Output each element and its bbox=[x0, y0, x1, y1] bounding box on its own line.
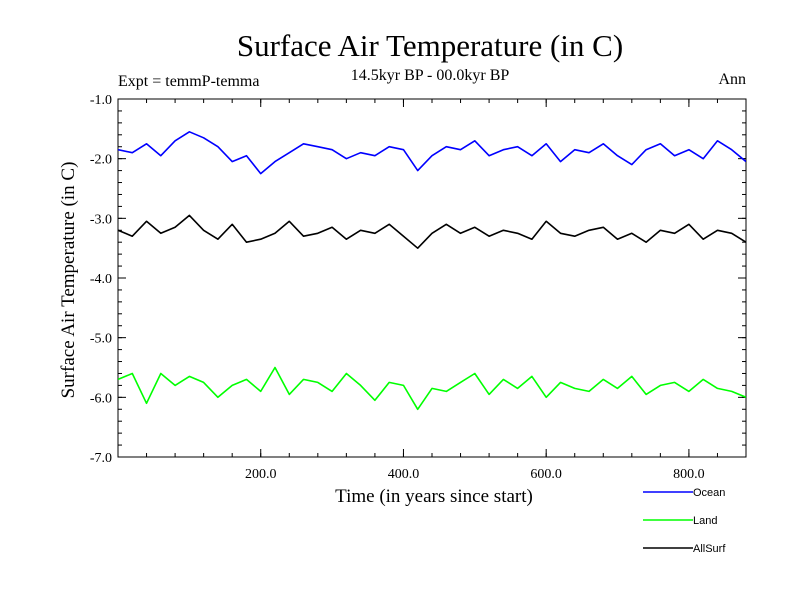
x-tick-label: 600.0 bbox=[530, 467, 562, 482]
x-axis-label: Time (in years since start) bbox=[335, 486, 533, 507]
y-tick-label: -6.0 bbox=[90, 391, 112, 406]
y-tick-label: -7.0 bbox=[90, 451, 112, 466]
chart-subtitle: 14.5kyr BP - 00.0kyr BP bbox=[350, 67, 510, 84]
x-tick-label: 400.0 bbox=[388, 467, 420, 482]
chart-title: Surface Air Temperature (in C) bbox=[236, 28, 624, 63]
plot-frame bbox=[117, 98, 747, 458]
x-tick-label: 800.0 bbox=[673, 467, 705, 482]
legend-label-land: Land bbox=[693, 515, 717, 527]
y-tick-label: -4.0 bbox=[90, 272, 112, 287]
x-tick-label: 200.0 bbox=[245, 467, 277, 482]
legend-label-allsurf: AllSurf bbox=[693, 543, 726, 555]
series-line-ocean bbox=[118, 131, 746, 175]
legend-label-ocean: Ocean bbox=[693, 487, 725, 499]
y-tick-label: -1.0 bbox=[90, 93, 112, 108]
y-tick-label: -3.0 bbox=[90, 212, 112, 227]
season-label: Ann bbox=[718, 71, 746, 88]
series-line-land bbox=[118, 366, 746, 411]
experiment-label: Expt = temmP-temma bbox=[118, 73, 260, 90]
y-axis-label: Surface Air Temperature (in C) bbox=[58, 162, 79, 399]
y-tick-label: -2.0 bbox=[90, 153, 112, 168]
y-tick-label: -5.0 bbox=[90, 332, 112, 347]
series-line-allsurf bbox=[118, 214, 746, 249]
